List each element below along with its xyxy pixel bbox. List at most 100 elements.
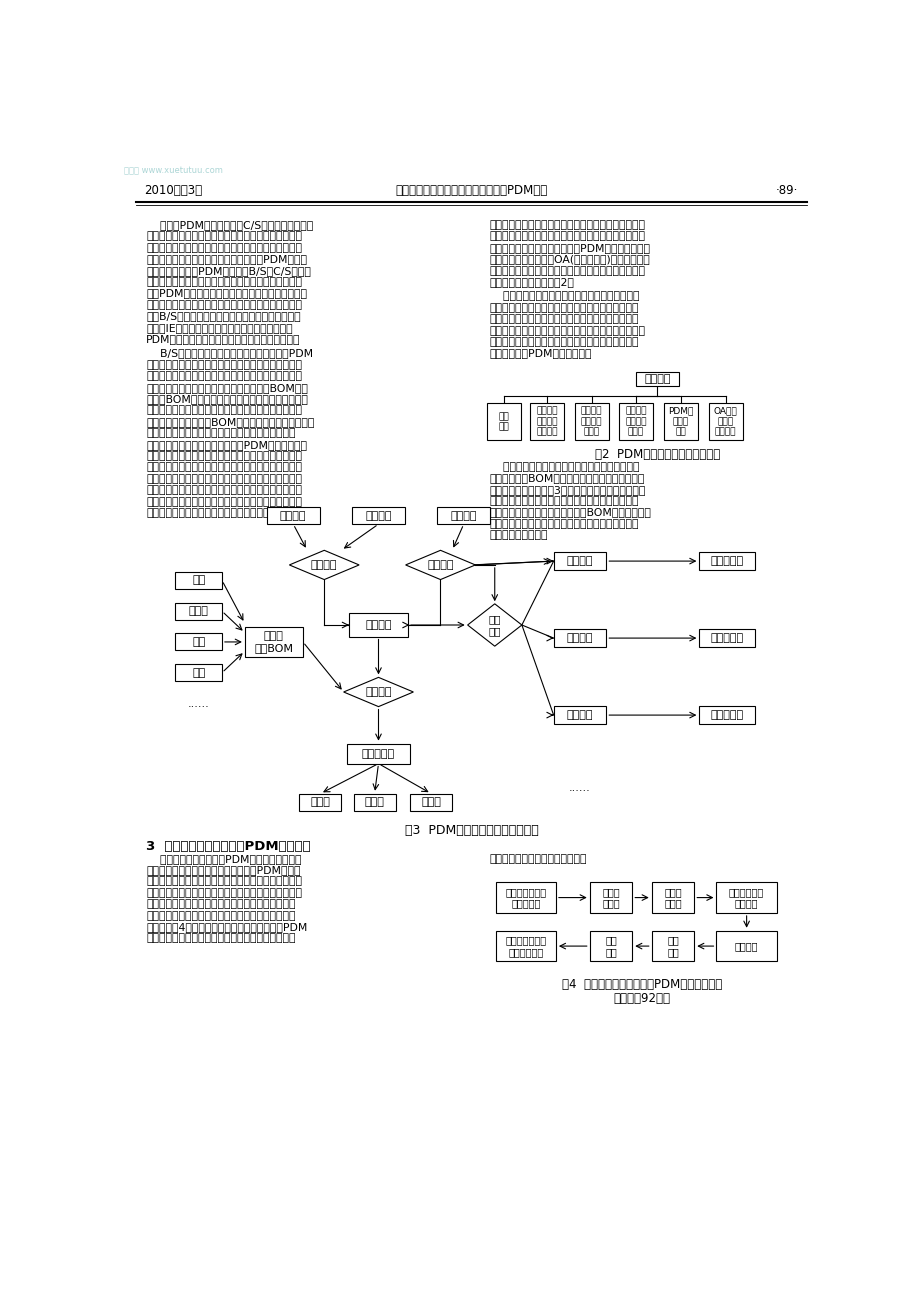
- FancyBboxPatch shape: [589, 931, 631, 962]
- Text: OA（办
公自动
化系统）: OA（办 公自动 化系统）: [713, 406, 737, 437]
- Text: 细化部件产生
任务零件: 细化部件产生 任务零件: [728, 886, 764, 908]
- Text: 修改
文档: 修改 文档: [605, 936, 617, 957]
- FancyBboxPatch shape: [353, 793, 395, 810]
- Text: 技术文档: 技术文档: [279, 511, 306, 520]
- Text: ·89·: ·89·: [776, 184, 798, 197]
- Text: 计。主要采用如下功能模型：首先PDM系统从后台数: 计。主要采用如下功能模型：首先PDM系统从后台数: [146, 439, 307, 450]
- Text: 在此文档管理模块中，各个功能模块都能相互之: 在此文档管理模块中，各个功能模块都能相互之: [489, 291, 639, 302]
- FancyBboxPatch shape: [348, 613, 407, 637]
- Text: 接收保存: 接收保存: [426, 559, 453, 570]
- FancyBboxPatch shape: [486, 404, 520, 440]
- Text: 凸轮轴: 凸轮轴: [188, 606, 209, 616]
- Text: （下转第92页）: （下转第92页）: [613, 992, 670, 1005]
- FancyBboxPatch shape: [244, 627, 302, 656]
- FancyBboxPatch shape: [698, 629, 754, 647]
- Text: 结合的设计方式，这样虽然在设计阶段相对灵活，但是: 结合的设计方式，这样虽然在设计阶段相对灵活，但是: [146, 277, 301, 288]
- Text: 加工和设计做准备。: 加工和设计做准备。: [489, 531, 547, 540]
- Text: 产品结构树: 产品结构树: [361, 749, 394, 758]
- FancyBboxPatch shape: [267, 507, 319, 524]
- Text: ......: ......: [569, 783, 590, 793]
- Text: 产生任
务部件: 产生任 务部件: [664, 886, 681, 908]
- FancyBboxPatch shape: [495, 931, 555, 962]
- FancyBboxPatch shape: [553, 629, 606, 647]
- Text: 模型，如图4所示。在此模型中可以看到，整个PDM: 模型，如图4所示。在此模型中可以看到，整个PDM: [146, 921, 307, 932]
- Text: 行存档，保存到项目数据库中，只有相应权限的人可以: 行存档，保存到项目数据库中，只有相应权限的人可以: [146, 463, 301, 472]
- FancyBboxPatch shape: [618, 404, 652, 440]
- FancyBboxPatch shape: [176, 634, 221, 651]
- Text: 在进行新汽车生命中，无论是新的任务还是任务分解、: 在进行新汽车生命中，无论是新的任务还是任务分解、: [146, 405, 301, 416]
- Text: 企业中汽车零部件进行管理，它主要具有项目管理、图: 企业中汽车零部件进行管理，它主要具有项目管理、图: [146, 877, 301, 886]
- FancyBboxPatch shape: [651, 931, 694, 962]
- Text: 提取
信息: 提取 信息: [488, 614, 501, 635]
- Text: 品结构BOM；最后进入生产工艺规程设计。本文提出: 品结构BOM；最后进入生产工艺规程设计。本文提出: [146, 393, 308, 404]
- Text: 标题栏信息: 标题栏信息: [709, 555, 743, 566]
- Text: 权限管理等功能，而所有管理的核心都是以产品零部: 权限管理等功能，而所有管理的核心都是以产品零部: [146, 899, 295, 910]
- Text: 车设计开发的一个巨大项目。它是基于PDM观念对: 车设计开发的一个巨大项目。它是基于PDM观念对: [146, 865, 301, 876]
- Text: 设计任务: 设计任务: [450, 511, 476, 520]
- FancyBboxPatch shape: [663, 404, 697, 440]
- Text: 部件图纸数据库中；最后将汽车零部件的图纸及生产任: 部件图纸数据库中；最后将汽车零部件的图纸及生产任: [489, 220, 644, 230]
- Text: 创建文档: 创建文档: [311, 559, 337, 570]
- FancyBboxPatch shape: [176, 664, 221, 681]
- Text: 各零部件
的工艺规
程文档: 各零部件 的工艺规 程文档: [624, 406, 646, 437]
- FancyBboxPatch shape: [176, 572, 221, 589]
- Text: 韩顺武，等：以汽车零部件为核心的PDM研究: 韩顺武，等：以汽车零部件为核心的PDM研究: [395, 184, 547, 197]
- Text: 后台数据库的构建都相应复杂起来，更为重要的是必须: 后台数据库的构建都相应复杂起来，更为重要的是必须: [146, 243, 301, 252]
- Text: 键类零件: 键类零件: [566, 710, 593, 720]
- Text: 应的文档管理也应建立OA(办公自动化)系统文档、邮: 应的文档管理也应建立OA(办公自动化)系统文档、邮: [489, 254, 650, 264]
- Text: 图3  PDM系统中产品配置管理框图: 图3 PDM系统中产品配置管理框图: [404, 825, 538, 838]
- FancyBboxPatch shape: [698, 552, 754, 570]
- Text: 齿轮零件: 齿轮零件: [566, 633, 593, 643]
- Text: 间建立关联，而对于不同模块的浏览、修改都是按照: 间建立关联，而对于不同模块的浏览、修改都是按照: [489, 303, 638, 312]
- Text: 修改提交: 修改提交: [365, 687, 391, 697]
- Text: 产品结构配置以及形成BOM表和最后的工艺规程设计，: 产品结构配置以及形成BOM表和最后的工艺规程设计，: [146, 417, 314, 427]
- Text: 设计人员: 设计人员: [365, 620, 391, 630]
- Text: 艺表保存到工艺数据库中。在此PDM系统中，对于相: 艺表保存到工艺数据库中。在此PDM系统中，对于相: [489, 243, 650, 252]
- Polygon shape: [344, 677, 413, 707]
- FancyBboxPatch shape: [299, 793, 341, 810]
- Text: 入的是两套系统，相应地也要进行两次登录。本文完全: 入的是两套系统，相应地也要进行两次登录。本文完全: [146, 299, 301, 310]
- Text: 据库中所建立的关联情况提取相应的类似零部件，为: 据库中所建立的关联情况提取相应的类似零部件，为: [489, 519, 638, 529]
- Text: 据库提取信息，建立汽车生产的新项目，对项目文件进: 据库提取信息，建立汽车生产的新项目，对项目文件进: [146, 451, 301, 461]
- Text: 3  以汽车零部件为核心的PDM实施方案: 3 以汽车零部件为核心的PDM实施方案: [146, 840, 311, 853]
- Text: PDM用
户权限
文档: PDM用 户权限 文档: [667, 406, 693, 437]
- FancyBboxPatch shape: [716, 882, 776, 914]
- Text: 终端必须安装客户支持软件，这样对于硬件的配置以及: 终端必须安装客户支持软件，这样对于硬件的配置以及: [146, 231, 301, 242]
- Text: 立项并产生项目
设计任务书: 立项并产生项目 设计任务书: [505, 886, 546, 908]
- Text: 产品层: 产品层: [310, 797, 330, 808]
- Text: 采用B/S的模式设计，这样在系统终端客户只需要安: 采用B/S的模式设计，这样在系统终端客户只需要安: [146, 311, 301, 322]
- Polygon shape: [405, 550, 475, 579]
- Text: 进行划分，并进一步细分，一直细分到产品配置库中所: 进行划分，并进一步细分，一直细分到产品配置库中所: [146, 485, 301, 495]
- Text: 设计任务
及设计图
纸文档: 设计任务 及设计图 纸文档: [580, 406, 602, 437]
- Text: 标题栏信息: 标题栏信息: [709, 710, 743, 720]
- Text: 发动机
设计BOM: 发动机 设计BOM: [254, 631, 293, 652]
- FancyBboxPatch shape: [530, 404, 564, 440]
- Text: 缸体: 缸体: [192, 668, 205, 678]
- Text: B/S模式下的文档管理，首先应符合传统的PDM: B/S模式下的文档管理，首先应符合传统的PDM: [146, 349, 312, 358]
- Text: 应的产品配置BOM表，并逐类细分出同类的零部件: 应的产品配置BOM表，并逐类细分出同类的零部件: [489, 473, 644, 484]
- Text: 系统模式，包括：建立新的汽车加工制造项目；对新项: 系统模式，包括：建立新的汽车加工制造项目；对新项: [146, 359, 301, 370]
- FancyBboxPatch shape: [346, 744, 410, 763]
- FancyBboxPatch shape: [574, 404, 608, 440]
- Text: 二维图纸: 二维图纸: [365, 511, 391, 520]
- Text: 图2  PDM系统中文档管理模块功能: 图2 PDM系统中文档管理模块功能: [595, 448, 720, 461]
- Text: 最终的设计、加工和生产依据的。: 最终的设计、加工和生产依据的。: [489, 853, 586, 864]
- Text: 一切都是以最终生成的汽车零部件的设计图纸为最终: 一切都是以最终生成的汽车零部件的设计图纸为最终: [489, 337, 638, 348]
- Text: 图4  以汽车零部件为核心的PDM系统实施方案: 图4 以汽车零部件为核心的PDM系统实施方案: [562, 979, 721, 992]
- Text: 标题栏信息: 标题栏信息: [709, 633, 743, 643]
- Text: 分配项
目任务: 分配项 目任务: [602, 886, 619, 908]
- FancyBboxPatch shape: [708, 404, 742, 440]
- Text: 务交给工艺人员，安排工艺并组织生产，并将零部件工: 务交给工艺人员，安排工艺并组织生产，并将零部件工: [489, 231, 644, 242]
- FancyBboxPatch shape: [716, 931, 776, 962]
- FancyBboxPatch shape: [698, 706, 754, 724]
- FancyBboxPatch shape: [589, 882, 631, 914]
- Text: 分出发动机上各零部件并产生设计BOM，之后按照数: 分出发动机上各零部件并产生设计BOM，之后按照数: [489, 507, 651, 518]
- FancyBboxPatch shape: [635, 371, 678, 386]
- Text: 任务执行: 任务执行: [734, 941, 757, 951]
- Text: 产品配置
库内车零
部件设计: 产品配置 库内车零 部件设计: [536, 406, 558, 437]
- FancyBboxPatch shape: [352, 507, 404, 524]
- Text: 都应该以汽车零部件中的发动机和底盘为核心进行设: 都应该以汽车零部件中的发动机和底盘为核心进行设: [146, 429, 295, 438]
- FancyBboxPatch shape: [410, 793, 451, 810]
- FancyBboxPatch shape: [553, 552, 606, 570]
- Text: 在产品配置中，同样以汽车零部件为核心建立相: 在产品配置中，同样以汽车零部件为核心建立相: [489, 461, 639, 472]
